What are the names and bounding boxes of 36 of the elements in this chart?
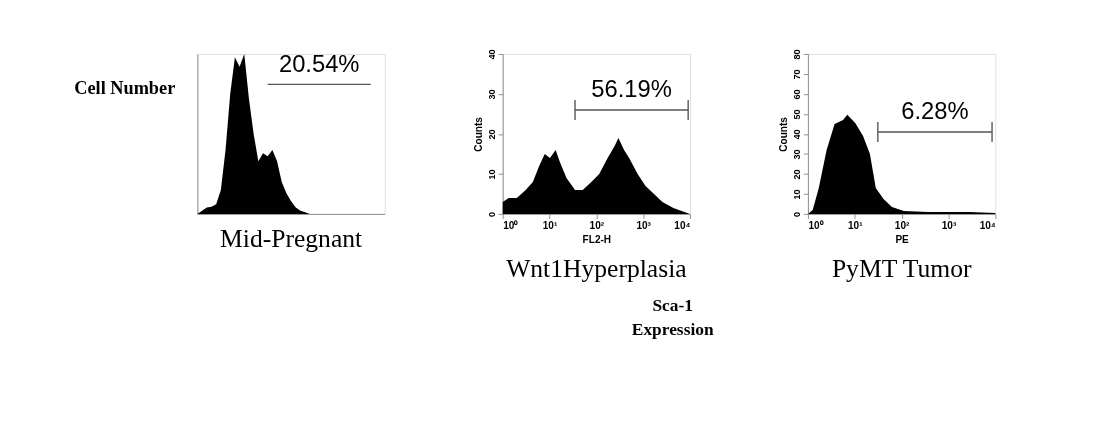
x-axis-title: PE	[895, 233, 910, 245]
annotation: 6.28%	[901, 97, 969, 125]
y-tick-label: 50	[792, 109, 803, 120]
y-tick-label: 0	[486, 211, 497, 217]
x-tick-label: 10³	[941, 220, 957, 232]
x-tick-label: 10³	[636, 220, 652, 232]
y-tick-label: 20	[792, 169, 803, 180]
x-tick-label: 10⁰	[503, 220, 519, 232]
x-tick-label: 10⁴	[674, 220, 691, 232]
text: Sca-1 Expression	[631, 295, 714, 339]
y-tick-label: 20	[486, 129, 497, 140]
y-tick-label: 10	[792, 189, 803, 200]
x-tick-label: 10¹	[848, 220, 864, 232]
y-tick-label: 80	[792, 49, 803, 60]
annotation: 56.19%	[591, 75, 672, 103]
x-tick-label: 10²	[589, 220, 605, 232]
x-tick-label: 10⁰	[808, 220, 824, 232]
annotation: 20.54%	[278, 49, 360, 77]
y-tick-label: 0	[792, 211, 803, 217]
text: PyMT Tumor	[831, 254, 972, 284]
text: Wnt1Hyperplasia	[506, 254, 687, 284]
y-tick-label: 10	[486, 169, 497, 180]
y-tick-label: 30	[486, 89, 497, 100]
x-tick-label: 10⁴	[979, 220, 996, 232]
x-tick-label: 10¹	[542, 220, 558, 232]
y-tick-label: 60	[792, 89, 803, 100]
y-axis-title: Cell Number	[74, 78, 176, 99]
y-tick-label: 30	[792, 149, 803, 160]
y-tick-label: 40	[486, 49, 497, 60]
y-axis-title: Counts	[778, 116, 790, 152]
x-tick-label: 10²	[894, 220, 911, 232]
y-axis-title: Counts	[473, 116, 485, 152]
y-tick-label: 70	[792, 69, 803, 80]
text: Mid-Pregnant	[220, 223, 363, 253]
y-tick-label: 40	[792, 129, 803, 140]
x-axis-title: FL2-H	[582, 233, 612, 245]
